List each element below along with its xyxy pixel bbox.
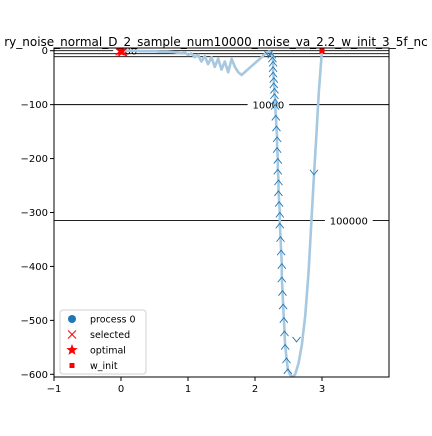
legend-w-init-marker [69, 363, 75, 368]
trajectory-arrow [275, 222, 285, 229]
trajectory-arrow [277, 276, 287, 283]
trajectory-arrow [268, 56, 277, 63]
trajectory-arrow [269, 82, 279, 89]
trajectory-arrow [268, 60, 278, 67]
trajectory-arrow [264, 50, 273, 57]
trajectory-arrow [275, 211, 285, 218]
plot-area: 100 10000 100000 [54, 47, 389, 377]
trajectory-arrow [277, 263, 287, 270]
axes: −1 0 1 2 3 0 −100 −200 −300 −400 −500 −600 [21, 46, 390, 395]
trajectory-arrow [278, 303, 288, 310]
trajectory-arrow [272, 147, 282, 154]
legend-optimal-marker [66, 344, 78, 355]
trajectory-arrow [274, 200, 284, 207]
trajectory-arrow [268, 66, 278, 73]
legend-label: process 0 [90, 315, 136, 326]
optimal-marker [115, 48, 127, 56]
trajectory-arrow [283, 368, 293, 375]
trajectory-arrow [267, 52, 277, 59]
contour-label: 100000 [330, 217, 368, 228]
trajectory-arrow [276, 236, 285, 243]
trajectory-arrow [278, 289, 287, 296]
trajectory-arrow [280, 330, 289, 337]
legend-box [59, 309, 147, 375]
y-tick-label: −300 [21, 208, 48, 219]
chart-title: ry_noise_normal_D_2_sample_num10000_nois… [4, 35, 428, 49]
y-tick-label: −200 [21, 154, 48, 165]
trajectory-arrow [274, 179, 283, 186]
trajectory-arrow [269, 76, 279, 83]
x-tick-label: 1 [185, 384, 191, 395]
x-tick-label: 2 [252, 384, 258, 395]
trajectory-arrow [273, 157, 283, 164]
trajectory-arrow [276, 249, 286, 256]
trajectory-arrow [309, 169, 319, 176]
trajectory-arrow [270, 93, 279, 100]
y-tick-label: −400 [21, 262, 48, 273]
x-tick-label: 0 [118, 384, 124, 395]
legend-label: optimal [90, 346, 126, 357]
trajectory-arrow [268, 71, 278, 78]
trajectory-arrow [282, 357, 291, 364]
legend-label: w_init [90, 361, 118, 372]
y-tick-label: −500 [21, 316, 48, 327]
contour-label: 100 [118, 47, 137, 58]
trajectory-arrow [272, 136, 282, 143]
x-tick-label: 3 [319, 384, 325, 395]
legend: process 0 selected optimal w_init [59, 309, 147, 375]
y-tick-label: −600 [21, 370, 48, 381]
trajectory-arrow [280, 343, 290, 350]
contour-label: 10000 [252, 101, 284, 112]
trajectory-arrow [274, 190, 283, 197]
trajectory-arrow [273, 168, 283, 175]
trajectory-arrow [270, 98, 280, 105]
y-tick-label: 0 [42, 46, 48, 57]
trajectory-arrow [270, 87, 279, 94]
legend-process-marker [68, 315, 76, 323]
trajectory-arrow [279, 316, 289, 323]
w-init-marker [319, 48, 325, 54]
trajectory-line [121, 49, 324, 377]
legend-selected-marker [67, 330, 77, 339]
trajectory-arrow [272, 125, 281, 132]
x-tick-label: −1 [47, 384, 62, 395]
legend-label: selected [90, 330, 130, 341]
trajectory-arrow [270, 103, 280, 110]
trajectory-arrow [292, 336, 301, 343]
trajectory-arrow [271, 114, 281, 121]
y-tick-label: −100 [21, 100, 48, 111]
